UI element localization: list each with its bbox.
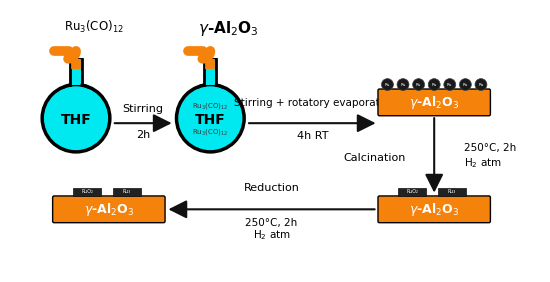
Text: Stirring + rotatory evaporator: Stirring + rotatory evaporator: [234, 98, 390, 108]
Circle shape: [42, 85, 110, 152]
Circle shape: [475, 79, 487, 91]
Bar: [205, 59, 216, 85]
Circle shape: [397, 79, 409, 91]
FancyBboxPatch shape: [53, 196, 165, 223]
Text: RuO₂: RuO₂: [406, 190, 418, 195]
Text: Ru: Ru: [385, 83, 390, 87]
Text: THF: THF: [195, 113, 226, 127]
Text: Ru: Ru: [463, 83, 468, 87]
Text: Ru$_3$(CO)$_{12}$: Ru$_3$(CO)$_{12}$: [64, 19, 124, 35]
Text: 2h: 2h: [136, 130, 150, 140]
Text: Ru₃: Ru₃: [123, 190, 131, 195]
Text: Reduction: Reduction: [244, 182, 299, 193]
Circle shape: [428, 79, 440, 91]
FancyBboxPatch shape: [73, 188, 101, 197]
Circle shape: [459, 79, 471, 91]
Text: Stirring: Stirring: [123, 104, 164, 114]
FancyBboxPatch shape: [398, 188, 426, 197]
Text: 4h RT: 4h RT: [296, 131, 328, 141]
Text: $\gamma$-Al$_2$O$_3$: $\gamma$-Al$_2$O$_3$: [84, 201, 134, 218]
Text: Ru$_3$(CO)$_{12}$: Ru$_3$(CO)$_{12}$: [192, 127, 228, 137]
Text: $\gamma$-Al$_2$O$_3$: $\gamma$-Al$_2$O$_3$: [409, 201, 459, 218]
Text: 250°C, 2h: 250°C, 2h: [245, 218, 298, 228]
Text: Ru: Ru: [416, 83, 421, 87]
Text: $\gamma$-Al$_2$O$_3$: $\gamma$-Al$_2$O$_3$: [409, 94, 459, 111]
Text: Ru: Ru: [447, 83, 453, 87]
Circle shape: [177, 85, 244, 152]
Text: H$_2$ atm: H$_2$ atm: [464, 156, 502, 170]
Text: H$_2$ atm: H$_2$ atm: [252, 228, 290, 242]
Text: $\gamma$-Al$_2$O$_3$: $\gamma$-Al$_2$O$_3$: [198, 19, 258, 38]
FancyBboxPatch shape: [378, 89, 491, 116]
Text: Ru: Ru: [400, 83, 406, 87]
FancyBboxPatch shape: [438, 188, 466, 197]
Circle shape: [412, 79, 425, 91]
Text: Ru$_3$(CO)$_{12}$: Ru$_3$(CO)$_{12}$: [192, 101, 228, 111]
Text: Ru₃: Ru₃: [448, 190, 456, 195]
Text: 250°C, 2h: 250°C, 2h: [464, 143, 516, 153]
Bar: [70, 59, 82, 85]
Text: Calcination: Calcination: [343, 153, 406, 163]
Text: Ru: Ru: [478, 83, 483, 87]
Text: Ru: Ru: [432, 83, 437, 87]
FancyBboxPatch shape: [378, 196, 491, 223]
Circle shape: [382, 79, 393, 91]
Text: THF: THF: [60, 113, 91, 127]
Text: RuO₂: RuO₂: [81, 190, 93, 195]
Circle shape: [444, 79, 456, 91]
FancyBboxPatch shape: [113, 188, 141, 197]
